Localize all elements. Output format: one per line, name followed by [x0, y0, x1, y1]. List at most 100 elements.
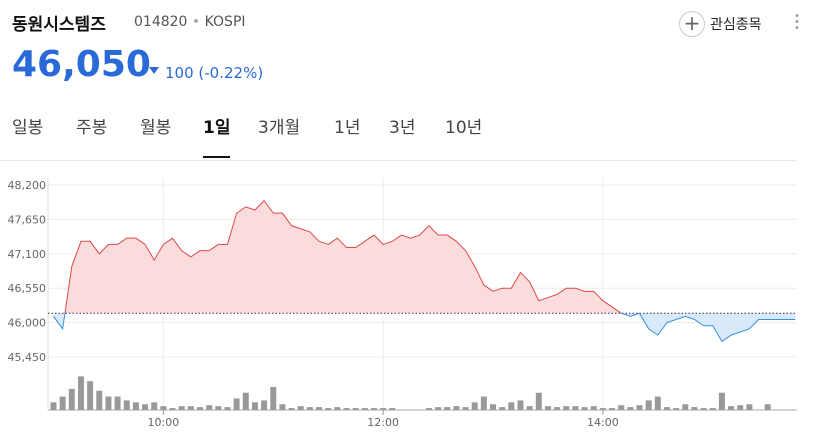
volume-bar	[178, 406, 185, 410]
volume-bar	[737, 405, 744, 410]
volume-bar	[270, 386, 277, 410]
volume-bar	[746, 404, 753, 410]
x-tick-label: 10:00	[148, 416, 180, 429]
add-icon[interactable]: +	[679, 11, 705, 37]
y-tick-label: 48,200	[8, 179, 47, 192]
volume-bar	[251, 402, 258, 410]
stock-meta: 014820 • KOSPI	[134, 14, 246, 30]
volume-bar	[645, 400, 652, 410]
volume-bar	[444, 407, 451, 410]
y-tick-label: 46,550	[8, 282, 47, 295]
volume-bar	[544, 406, 551, 410]
volume-bar	[206, 405, 213, 410]
change: 100 (-0.22%)	[165, 64, 263, 82]
volume-bar	[709, 408, 716, 410]
volume-bar	[306, 407, 313, 410]
volume-bar	[380, 408, 387, 410]
volume-bar	[105, 396, 112, 410]
volume-bar	[187, 406, 194, 410]
volume-bar	[242, 392, 249, 410]
y-tick-label: 46,000	[8, 317, 47, 330]
volume-bar	[59, 396, 66, 410]
volume-bar	[233, 398, 240, 410]
volume-bar	[609, 408, 616, 410]
volume-bar	[526, 406, 533, 410]
volume-bar	[288, 408, 295, 410]
price-line	[53, 199, 796, 343]
volume-bar	[471, 402, 478, 410]
volume-bar	[370, 408, 377, 410]
volume-bar	[169, 408, 176, 410]
volume-bar	[160, 406, 167, 410]
volume-bar	[663, 407, 670, 410]
volume-bar	[352, 408, 359, 410]
volume-bar	[764, 404, 771, 410]
volume-bar	[627, 407, 634, 410]
volume-bar	[508, 402, 515, 410]
menu-dots[interactable]: • • •	[794, 11, 800, 34]
volume-bar	[453, 406, 460, 410]
x-tick-label: 14:00	[587, 416, 619, 429]
volume-bar	[224, 407, 231, 410]
tab[interactable]: 월봉	[140, 118, 172, 138]
volume-bar	[718, 392, 725, 410]
separator: •	[191, 14, 201, 30]
volume-bar	[691, 407, 698, 410]
volume-bar	[462, 407, 469, 410]
volume-bar	[77, 376, 84, 410]
tab[interactable]: 주봉	[76, 118, 108, 138]
volume-bar	[535, 392, 542, 410]
price: 46,050	[12, 44, 151, 85]
volume-bar	[673, 408, 680, 410]
market: KOSPI	[204, 14, 246, 30]
x-tick-label: 12:00	[367, 416, 399, 429]
volume-bar	[215, 406, 222, 410]
volume-bar	[361, 408, 368, 410]
tab[interactable]: 1년	[334, 118, 361, 138]
watch-button[interactable]: 관심종목	[710, 17, 762, 33]
change-value: 100	[165, 64, 194, 82]
tab[interactable]: 10년	[445, 118, 483, 138]
volume-bar	[554, 407, 561, 410]
change-pct: (-0.22%)	[198, 64, 264, 82]
volume-bar	[151, 402, 158, 410]
volume-bar	[316, 407, 323, 410]
volume-bar	[343, 408, 350, 410]
tab[interactable]: 1일	[203, 115, 231, 158]
down-arrow	[149, 67, 159, 74]
volume-bar	[114, 396, 121, 410]
volume-bar	[563, 406, 570, 410]
volume-bar	[261, 400, 268, 410]
volume-bar	[435, 407, 442, 410]
volume-bar	[581, 407, 588, 410]
volume-bar	[480, 396, 487, 410]
tab[interactable]: 일봉	[12, 118, 44, 138]
volume-bar	[132, 402, 139, 410]
volume-bar	[654, 396, 661, 410]
volume-bar	[68, 388, 75, 410]
volume-bar	[389, 408, 396, 410]
volume-bar	[123, 400, 130, 410]
volume-bar	[728, 406, 735, 410]
y-tick-label: 45,450	[8, 351, 47, 364]
volume-bar	[96, 390, 103, 410]
volume-bar	[636, 405, 643, 410]
volume-bar	[517, 400, 524, 410]
price-area	[53, 200, 796, 342]
volume-bar	[196, 407, 203, 410]
y-tick-label: 47,650	[8, 213, 47, 226]
volume-bar	[87, 381, 94, 410]
tab[interactable]: 3년	[389, 118, 416, 138]
volume-bar	[279, 404, 286, 410]
tabs: 일봉 주봉 월봉 1일 3개월 1년 3년 10년	[0, 115, 797, 161]
volume-bar	[599, 408, 606, 410]
volume-bar	[572, 406, 579, 410]
y-tick-label: 47,100	[8, 248, 47, 261]
volume-bar	[590, 406, 597, 410]
tab[interactable]: 3개월	[258, 118, 301, 138]
volume-bar	[618, 405, 625, 410]
stock-name: 동원시스템즈	[12, 15, 106, 35]
volume-bar	[499, 407, 506, 410]
